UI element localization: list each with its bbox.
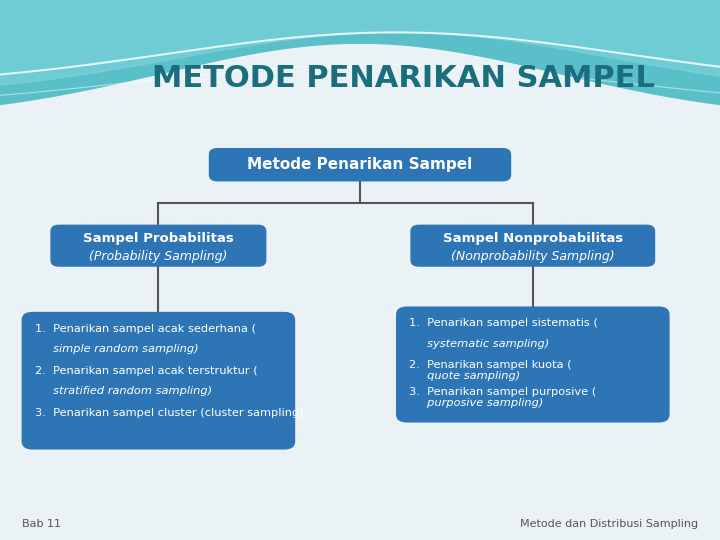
Text: stratified random sampling): stratified random sampling): [35, 387, 212, 396]
Text: Sampel Nonprobabilitas: Sampel Nonprobabilitas: [443, 232, 623, 245]
Text: 1.  Penarikan sampel sistematis (: 1. Penarikan sampel sistematis (: [409, 319, 598, 328]
Text: (Nonprobability Sampling): (Nonprobability Sampling): [451, 250, 615, 263]
Text: (Probability Sampling): (Probability Sampling): [89, 250, 228, 263]
Text: 2.  Penarikan sampel kuota (: 2. Penarikan sampel kuota (: [409, 361, 572, 370]
Text: Metode Penarikan Sampel: Metode Penarikan Sampel: [248, 157, 472, 172]
Text: METODE PENARIKAN SAMPEL: METODE PENARIKAN SAMPEL: [152, 64, 654, 93]
Text: systematic sampling): systematic sampling): [409, 339, 549, 349]
Text: 1.  Penarikan sampel acak sederhana (: 1. Penarikan sampel acak sederhana (: [35, 324, 256, 334]
FancyBboxPatch shape: [410, 225, 655, 267]
Text: quote sampling): quote sampling): [409, 372, 521, 381]
Text: Bab 11: Bab 11: [22, 519, 60, 529]
Text: 3.  Penarikan sampel purposive (: 3. Penarikan sampel purposive (: [409, 388, 596, 397]
FancyBboxPatch shape: [209, 148, 511, 181]
Text: 3.  Penarikan sampel cluster (cluster sampling): 3. Penarikan sampel cluster (cluster sam…: [35, 408, 303, 418]
FancyBboxPatch shape: [22, 312, 295, 449]
Text: 2.  Penarikan sampel acak terstruktur (: 2. Penarikan sampel acak terstruktur (: [35, 366, 257, 376]
FancyBboxPatch shape: [396, 306, 670, 422]
FancyBboxPatch shape: [50, 225, 266, 267]
Text: purposive sampling): purposive sampling): [409, 399, 544, 408]
Text: Metode dan Distribusi Sampling: Metode dan Distribusi Sampling: [521, 519, 698, 529]
Text: simple random sampling): simple random sampling): [35, 345, 198, 354]
Text: Sampel Probabilitas: Sampel Probabilitas: [83, 232, 234, 245]
